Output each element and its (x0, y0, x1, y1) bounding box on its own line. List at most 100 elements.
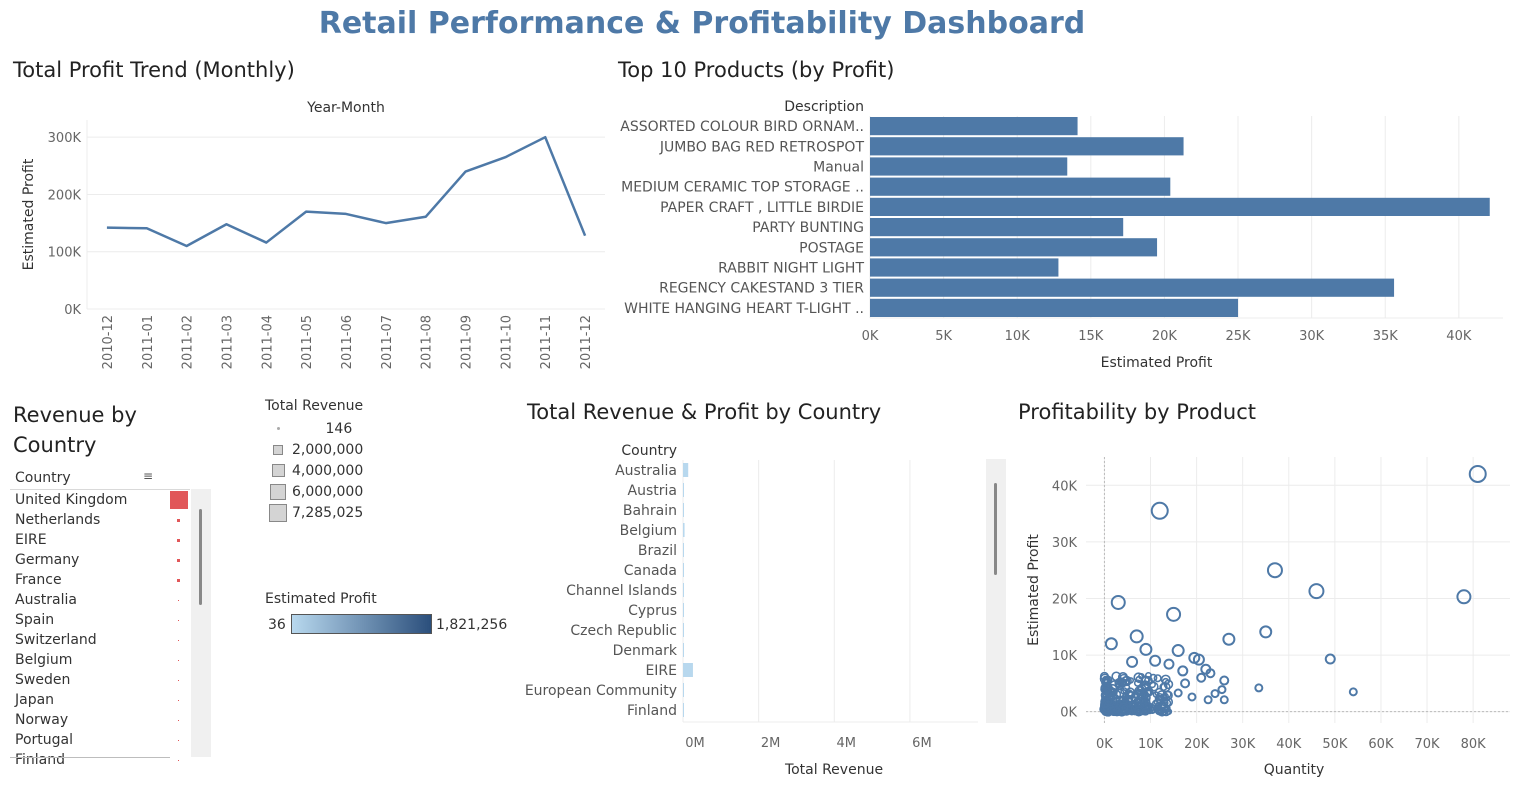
scatter-point[interactable] (1217, 685, 1227, 695)
country-revenue-mark[interactable] (178, 620, 179, 621)
scatter-point[interactable] (1324, 653, 1336, 665)
scatter-point[interactable] (1115, 681, 1124, 690)
scatter-point[interactable] (1219, 675, 1230, 686)
scatter-point[interactable] (1155, 706, 1166, 716)
country-row[interactable]: Spain (10, 610, 215, 630)
country-row[interactable]: Australia (10, 590, 215, 610)
scatter-point[interactable] (1149, 654, 1162, 667)
country-revenue-mark[interactable] (178, 760, 179, 761)
scatter-point[interactable] (1348, 687, 1358, 697)
scatter-point[interactable] (1177, 665, 1189, 677)
country-revenue-mark[interactable] (178, 680, 179, 681)
scatter-point[interactable] (1210, 689, 1220, 699)
country-revenue-mark[interactable] (178, 660, 179, 661)
country-row[interactable]: Japan (10, 690, 215, 710)
scatter-point[interactable] (1112, 696, 1121, 705)
rc-revenue-bar[interactable] (683, 663, 693, 677)
scatter-point[interactable] (1163, 658, 1175, 670)
scatter-point[interactable] (1153, 674, 1162, 683)
country-revenue-mark[interactable] (178, 640, 179, 641)
scatter-point[interactable] (1104, 637, 1118, 651)
rc-revenue-bar[interactable] (683, 483, 684, 497)
country-revenue-mark[interactable] (178, 720, 179, 721)
top-product-bar[interactable] (870, 157, 1068, 176)
sort-icon[interactable]: ≡ (143, 469, 154, 483)
scatter-point[interactable] (1133, 706, 1144, 717)
scatter-point[interactable] (1156, 690, 1168, 701)
scatter-point[interactable] (1110, 594, 1126, 610)
scrollbar-thumb[interactable] (199, 509, 202, 605)
country-row[interactable]: Netherlands (10, 510, 215, 530)
scatter-point[interactable] (1139, 642, 1153, 656)
scatter-point[interactable] (1150, 501, 1169, 520)
scatter-point[interactable] (1121, 704, 1129, 712)
country-revenue-mark[interactable] (177, 559, 180, 562)
scatter-point[interactable] (1160, 681, 1171, 693)
scatter-point[interactable] (1135, 675, 1143, 684)
country-revenue-mark[interactable] (178, 600, 179, 601)
country-revenue-mark[interactable] (177, 519, 180, 522)
scatter-point[interactable] (1166, 606, 1182, 622)
scatter-point[interactable] (1112, 705, 1121, 714)
country-revenue-mark[interactable] (178, 740, 179, 741)
scatter-point[interactable] (1468, 464, 1487, 483)
scatter-point[interactable] (1173, 688, 1183, 698)
top-product-bar[interactable] (870, 278, 1395, 297)
country-revenue-mark[interactable] (178, 700, 179, 701)
scatter-point[interactable] (1108, 692, 1116, 700)
scatter-point[interactable] (1222, 632, 1236, 646)
rev-profit-country-chart[interactable]: 0M 2M 4M 6M Country Total Revenue Australia Aus… (500, 435, 1020, 785)
scatter-point[interactable] (1100, 699, 1109, 709)
top-product-bar[interactable] (870, 117, 1078, 136)
rc-revenue-bar[interactable] (683, 503, 684, 517)
top-products-chart[interactable]: 0K 5K 10K 15K 20K 25K 30K 35K 40K Description Esti… (600, 92, 1515, 382)
country-row[interactable]: France (10, 570, 215, 590)
scatter-point[interactable] (1187, 692, 1197, 702)
top-product-bar[interactable] (870, 197, 1490, 216)
scatter-point[interactable] (1134, 686, 1145, 697)
top-product-bar[interactable] (870, 238, 1158, 257)
top-product-bar[interactable] (870, 177, 1171, 196)
scatter-point[interactable] (1107, 706, 1116, 715)
scatter-point[interactable] (1121, 675, 1132, 687)
scatter-point[interactable] (1196, 672, 1207, 683)
country-row[interactable]: Belgium (10, 650, 215, 670)
scatter-point[interactable] (1109, 687, 1118, 697)
scatter-point[interactable] (1162, 696, 1174, 708)
top-product-bar[interactable] (870, 298, 1239, 317)
rc-revenue-bar[interactable] (683, 623, 684, 637)
country-row[interactable]: Switzerland (10, 630, 215, 650)
scatter-point[interactable] (1266, 562, 1283, 579)
top-product-bar[interactable] (870, 258, 1059, 277)
scatter-point[interactable] (1118, 673, 1129, 684)
rc-revenue-bar[interactable] (683, 543, 684, 557)
profit-trend-chart[interactable]: 0K 100K 200K 300K Year-Month Estimated Profit… (0, 92, 610, 382)
rc-revenue-bar[interactable] (683, 683, 684, 697)
scatter-point[interactable] (1171, 644, 1185, 658)
country-row[interactable]: Sweden (10, 670, 215, 690)
country-revenue-mark[interactable] (170, 491, 188, 509)
rc-revenue-bar[interactable] (683, 463, 689, 477)
scatter-point[interactable] (1142, 697, 1151, 706)
country-row[interactable]: United Kingdom (10, 490, 215, 510)
scatter-point[interactable] (1133, 696, 1141, 705)
country-revenue-mark[interactable] (177, 539, 180, 542)
scatter-point[interactable] (1136, 683, 1147, 694)
rc-revenue-bar[interactable] (683, 583, 684, 597)
scatter-point[interactable] (1219, 695, 1229, 705)
scatter-point[interactable] (1254, 683, 1264, 693)
top-product-bar[interactable] (870, 218, 1124, 237)
scatter-point[interactable] (1259, 625, 1273, 639)
scatter-point[interactable] (1149, 673, 1158, 682)
rev-country-scrollbar[interactable] (986, 459, 1006, 723)
profit-trend-line[interactable] (106, 135, 587, 248)
rc-revenue-bar[interactable] (683, 563, 684, 577)
country-row[interactable]: EIRE (10, 530, 215, 550)
country-row[interactable]: Germany (10, 550, 215, 570)
country-table-header[interactable]: Country ≡ (10, 469, 190, 490)
scatter-point[interactable] (1120, 687, 1128, 695)
profitability-scatter-chart[interactable]: 0K 10K 20K 30K 40K 50K 60K 70K 80K 0K 10K 20K 30K 40K… (1010, 435, 1510, 785)
rc-revenue-bar[interactable] (683, 703, 684, 717)
rc-revenue-bar[interactable] (683, 603, 684, 617)
country-revenue-mark[interactable] (177, 579, 180, 582)
